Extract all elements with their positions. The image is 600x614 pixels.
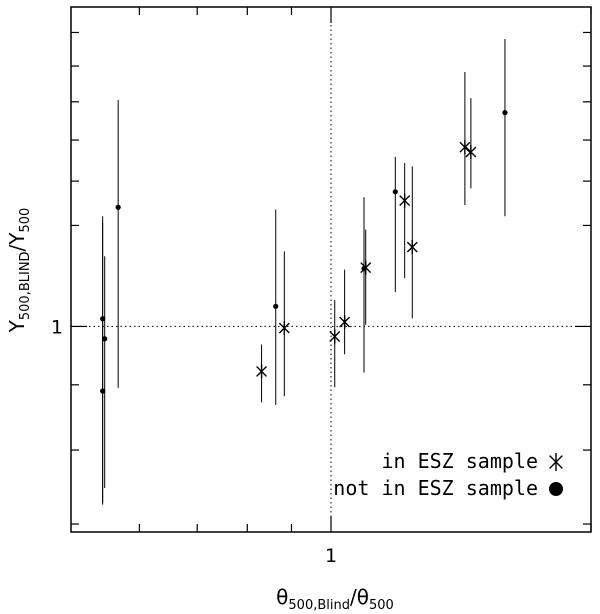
y-axis-label: Y500,BLIND/Y500 [5, 208, 33, 334]
x-axis-label-slash: / [350, 585, 357, 609]
y-tick-label: 1 [51, 316, 63, 338]
data-point-dot [273, 303, 279, 309]
legend-label: not in ESZ sample [333, 476, 538, 500]
x-axis-label: θ500,Blind/θ500 [276, 585, 394, 613]
legend-label: in ESZ sample [381, 449, 538, 473]
data-point-asterisk [465, 145, 477, 160]
y-axis-label-sub: 500,BLIND [18, 251, 33, 320]
data-point-dot [102, 336, 108, 342]
x-axis-label-sub2: 500 [369, 598, 394, 613]
y-axis-label-slash: / [5, 244, 29, 251]
y-axis-label-base: Y [5, 319, 29, 333]
legend-asterisk-marker [549, 453, 563, 471]
data-point-asterisk [278, 321, 290, 336]
data-point-dot [115, 204, 121, 210]
x-axis-label-base2: θ [357, 585, 369, 609]
data-point-asterisk [256, 364, 268, 379]
error-bars [102, 39, 506, 505]
data-point-asterisk [406, 240, 418, 255]
x-tick-label: 1 [325, 545, 337, 567]
data-point-asterisk [329, 329, 341, 344]
x-axis-label-sub: 500,Blind [288, 598, 350, 613]
data-markers [100, 110, 508, 394]
data-point-asterisk [399, 193, 411, 208]
data-point-asterisk [360, 260, 372, 275]
axis-ticks [71, 7, 592, 532]
data-point-dot [100, 388, 106, 394]
data-point-dot [100, 316, 106, 322]
data-point-dot [502, 110, 508, 116]
y-axis-label-sub2: 500 [18, 208, 33, 233]
reference-lines [71, 7, 591, 532]
y-axis-label-base2: Y [5, 232, 29, 246]
x-axis-label-base: θ [276, 585, 288, 609]
data-point-asterisk [459, 140, 471, 155]
legend-dot-marker [549, 482, 563, 496]
data-point-asterisk [339, 315, 351, 330]
data-point-dot [392, 189, 398, 195]
legend: in ESZ sample not in ESZ sample [333, 449, 563, 500]
